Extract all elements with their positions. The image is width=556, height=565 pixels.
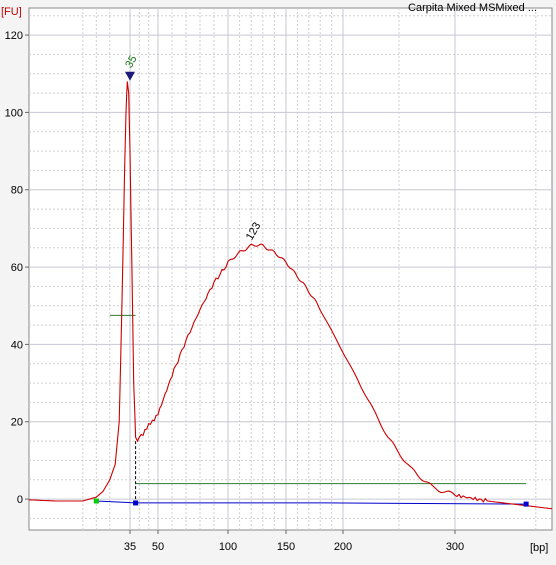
x-tick-label: 300 <box>446 541 464 553</box>
peak-marker <box>125 71 135 81</box>
chart-title: Carpita Mixed MSMixed ... <box>408 2 537 14</box>
grid <box>29 8 552 530</box>
x-tick-label: 150 <box>277 541 295 553</box>
y-tick-label: 20 <box>11 417 23 429</box>
peak-label: 35 <box>123 54 140 71</box>
y-tick-label: 80 <box>11 185 23 197</box>
y-axis-ticks: 0 20 40 60 80 100 120 <box>5 30 29 506</box>
baseline-marker <box>523 501 529 507</box>
y-tick-label: 40 <box>11 339 23 351</box>
annotations <box>96 314 527 505</box>
series-line <box>28 81 553 510</box>
x-tick-label: 35 <box>124 541 136 553</box>
x-axis-unit: [bp] <box>530 542 548 554</box>
baseline-line <box>96 500 527 505</box>
y-tick-label: 100 <box>5 107 23 119</box>
x-axis-ticks: 35 50 100 150 200 300 <box>124 530 464 553</box>
y-axis-unit: [FU] <box>1 6 22 18</box>
y-tick-label: 0 <box>17 494 23 506</box>
x-tick-label: 200 <box>334 541 352 553</box>
baseline-marker <box>133 500 139 506</box>
x-tick-label: 100 <box>219 541 237 553</box>
plot-area <box>28 7 553 531</box>
y-tick-label: 60 <box>11 262 23 274</box>
x-tick-label: 50 <box>152 541 164 553</box>
series-layer <box>28 81 553 510</box>
y-tick-label: 120 <box>5 30 23 42</box>
baseline-marker <box>93 498 99 504</box>
